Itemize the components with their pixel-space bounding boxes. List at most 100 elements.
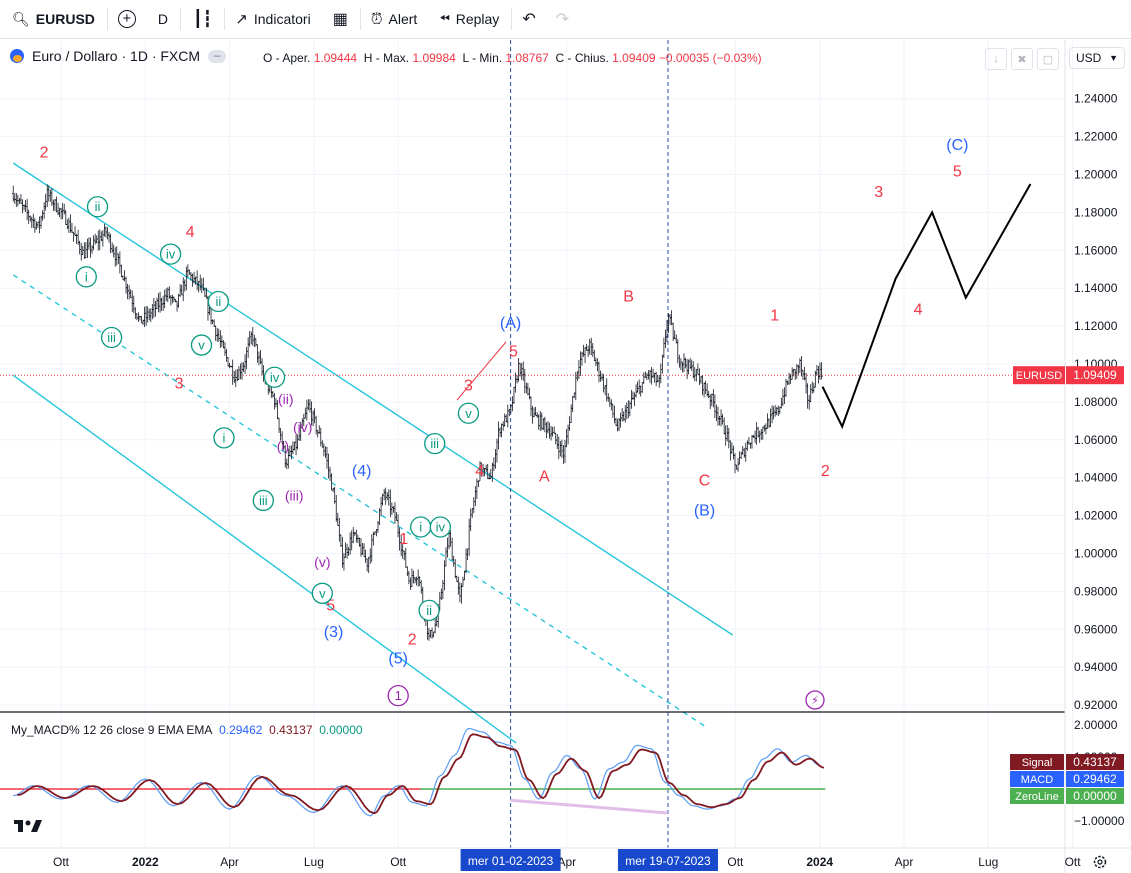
macd-tag-label: Signal	[1022, 757, 1053, 769]
price-bar	[744, 442, 748, 462]
price-bar	[321, 440, 324, 448]
price-bar	[676, 339, 680, 364]
price-bar	[684, 357, 687, 369]
price-bar	[92, 235, 95, 251]
price-bar	[797, 364, 800, 375]
circled-wave-marker	[86, 196, 109, 218]
price-bar	[718, 415, 721, 426]
chart-legend: Euro / Dollaro · 1D · FXCM –	[10, 48, 227, 64]
price-bar	[38, 216, 41, 234]
indicators-button[interactable]: ↗ Indicatori	[225, 0, 320, 38]
price-bar	[685, 358, 689, 380]
undo-button[interactable]: ↶	[512, 0, 545, 38]
price-bar	[793, 369, 797, 380]
macd-indicator-name[interactable]: My_MACD% 12 26 close 9 EMA EMA	[11, 723, 213, 737]
divergence-line[interactable]	[510, 798, 669, 815]
price-bar	[336, 512, 340, 526]
chart-canvas[interactable]: 243(3)5(4)12(5)345(A)ABC(B)12345(C)(ii)(…	[0, 38, 1131, 873]
price-bar	[542, 418, 545, 431]
price-bar	[35, 221, 38, 230]
low-value: 1.08767	[505, 51, 549, 65]
price-bar	[342, 552, 346, 571]
price-bar	[362, 543, 366, 558]
price-bar	[576, 371, 579, 382]
price-bar	[704, 380, 707, 395]
chart-type-button[interactable]: ┃┇	[181, 8, 226, 30]
time-tick-label: Apr	[557, 855, 576, 869]
alarm-clock-icon: ⏰︎	[370, 10, 383, 28]
price-bar	[217, 328, 221, 342]
price-axis[interactable]: 1.24000 1.22000 1.20000 1.18000 1.16000 1.140…	[1074, 92, 1125, 828]
price-bar	[531, 405, 534, 424]
settings-gear-icon[interactable]	[1093, 855, 1107, 869]
currency-select[interactable]: USD ▼	[1069, 47, 1125, 69]
price-bar	[764, 423, 768, 435]
trend-channels[interactable]	[12, 162, 733, 744]
wave-3-5-trendline[interactable]	[456, 341, 507, 401]
layout-button[interactable]: ▦	[321, 8, 361, 30]
price-bar	[308, 399, 312, 413]
price-bar	[640, 382, 644, 393]
lightning-icon[interactable]: ⚡︎	[805, 690, 825, 710]
price-bar	[804, 372, 808, 394]
channel-line[interactable]	[12, 274, 705, 727]
collapse-icon[interactable]: ✖	[1011, 48, 1033, 70]
time-axis[interactable]: Ott 2022 Apr Lug Ott Apr Ott 2024 Apr Lug Ott mer 0…	[53, 849, 1081, 871]
tradingview-logo	[14, 820, 42, 832]
subwave-label: (iv)	[293, 419, 312, 435]
price-bar	[801, 369, 805, 381]
circled-wave-label: ii	[426, 603, 432, 618]
time-tick-label: Lug	[304, 855, 324, 869]
price-bar	[61, 202, 64, 220]
price-bar	[610, 399, 613, 411]
price-bar	[324, 446, 327, 459]
wave-label: 3	[874, 184, 883, 201]
price-bar	[328, 466, 332, 482]
price-bar	[219, 330, 222, 349]
compare-symbol-button[interactable]: +	[108, 0, 146, 38]
price-bar	[551, 426, 554, 437]
wave-label: (3)	[324, 624, 344, 641]
alert-button[interactable]: ⏰︎ Alert	[361, 0, 428, 38]
channel-line[interactable]	[12, 374, 517, 744]
price-bar	[678, 354, 681, 368]
price-bar	[325, 446, 329, 469]
macd-tag-value-box	[1066, 788, 1124, 804]
price-bar	[164, 288, 168, 302]
maximize-icon[interactable]: ▢	[1037, 48, 1059, 70]
price-tick-label: 1.02000	[1074, 509, 1118, 523]
chart-title[interactable]: Euro / Dollaro · 1D · FXCM	[32, 48, 201, 64]
price-bar	[384, 487, 387, 505]
redo-button[interactable]: ↷	[546, 0, 579, 38]
symbol-search-button[interactable]: 🔍︎ EURUSD	[0, 8, 108, 30]
price-bar	[770, 405, 774, 424]
price-bar	[171, 294, 174, 304]
price-bar	[572, 392, 576, 399]
projection-path[interactable]	[821, 183, 1032, 430]
price-bar	[118, 251, 122, 274]
price-bar	[599, 370, 602, 382]
price-bar	[803, 366, 806, 381]
price-bar	[147, 308, 151, 321]
price-bar	[73, 226, 77, 236]
price-bar	[285, 458, 289, 470]
price-bar	[273, 392, 276, 410]
undo-icon: ↶	[522, 11, 536, 28]
price-bar	[344, 542, 347, 558]
symbol-tag-box	[1013, 366, 1065, 385]
price-bar	[220, 335, 224, 347]
price-bar	[67, 217, 71, 233]
channel-line[interactable]	[12, 162, 733, 636]
circled-wave-marker	[418, 599, 440, 621]
price-bar	[773, 405, 777, 417]
price-bar	[78, 240, 81, 255]
price-bar	[588, 338, 592, 355]
legend-toggle-icon[interactable]: –	[208, 49, 227, 63]
interval-button[interactable]: D	[146, 8, 182, 30]
price-bar	[70, 223, 74, 234]
macd-tag-label: ZeroLine	[1015, 791, 1058, 803]
replay-button[interactable]: ⏪︎ Replay	[427, 8, 513, 30]
arrow-down-icon[interactable]: ↓	[985, 48, 1007, 70]
price-bar	[642, 372, 646, 384]
price-bar	[351, 527, 355, 544]
